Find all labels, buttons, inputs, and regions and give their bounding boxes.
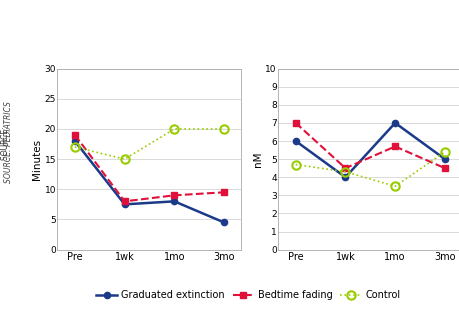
- Y-axis label: Minutes: Minutes: [32, 139, 42, 180]
- Text: SOURCE:: SOURCE:: [1, 124, 11, 160]
- Text: SOURCE: 
PEDIATRICS: SOURCE: PEDIATRICS: [0, 119, 16, 164]
- Y-axis label: nM: nM: [252, 151, 262, 167]
- Legend: Graduated extinction, Bedtime fading, Control: Graduated extinction, Bedtime fading, Co…: [92, 286, 404, 304]
- Text: Time taken to fall asleep: Time taken to fall asleep: [72, 46, 226, 56]
- Text: SOURCE: PEDIATRICS: SOURCE: PEDIATRICS: [4, 101, 13, 183]
- Text: Infant cortisol (morning): Infant cortisol (morning): [292, 46, 447, 56]
